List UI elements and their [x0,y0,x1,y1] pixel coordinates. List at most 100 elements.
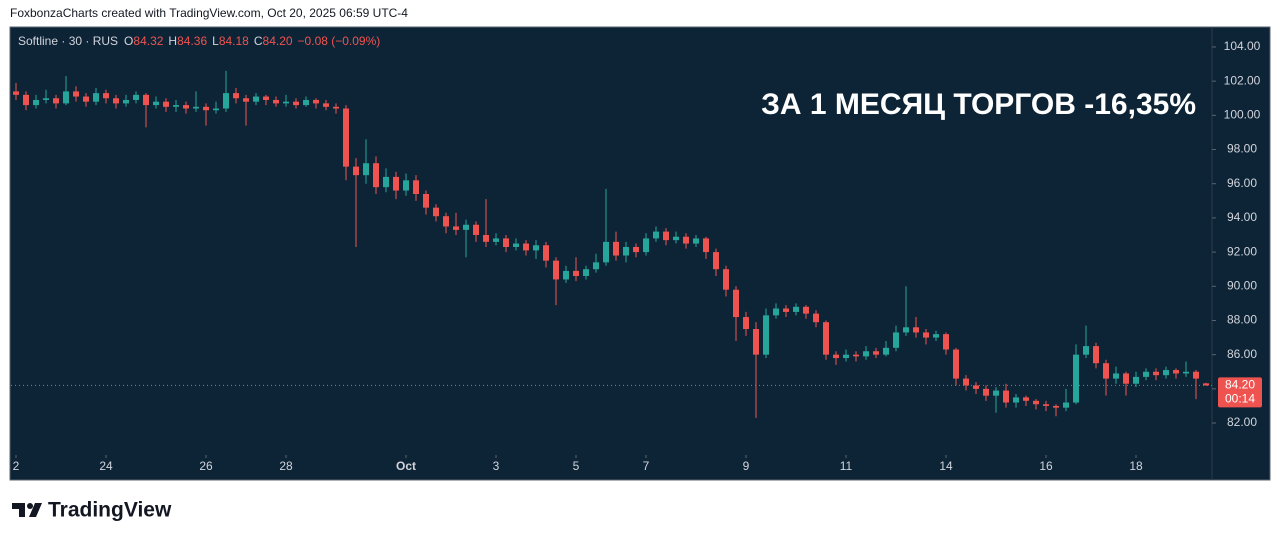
candle-body [233,93,239,99]
candle-body [1113,373,1119,379]
price-tag [1218,377,1262,408]
candle-body [33,99,39,106]
candle-body [1033,400,1039,405]
candle-body [593,262,599,270]
x-tick-label: 14 [939,459,953,473]
candle-body [13,91,19,95]
candle-body [173,105,179,107]
candle-body [993,390,999,396]
candle-body [713,252,719,270]
candle-body [703,238,709,253]
candle-body [553,260,559,280]
candle-body [483,235,489,242]
candle-body [953,349,959,379]
candle-body [263,96,269,100]
y-tick-label: 100.00 [1224,108,1261,122]
candle-body [63,91,69,104]
candle-body [143,94,149,106]
candle-body [973,385,979,389]
candle-body [333,106,339,109]
candle-body [83,96,89,102]
candle-body [463,224,469,230]
candle-body [633,246,639,253]
candle-body [963,378,969,386]
y-tick-label: 102.00 [1224,73,1261,87]
candle-body [393,176,399,191]
candle-body [533,245,539,251]
candle-body [513,243,519,247]
candle-body [1173,370,1179,374]
x-tick-label: 18 [1129,459,1143,473]
candle-body [293,101,299,106]
candle-body [353,166,359,176]
legend-open: 84.32 [133,34,163,48]
candle-body [73,91,79,97]
candle-body [253,96,259,102]
candle-body [803,306,809,314]
x-tick-label: Oct [396,459,416,473]
x-tick-label: 26 [199,459,213,473]
candle-body [943,334,949,350]
candle-body [723,269,729,290]
candle-body [773,308,779,316]
y-tick-label: 88.00 [1227,313,1257,327]
y-tick-label: 82.00 [1227,415,1257,429]
candle-body [273,99,279,104]
candle-body [113,98,119,104]
brand: TradingView [48,499,172,522]
candle-body [753,329,759,355]
header: FoxbonzaCharts created with TradingView.… [10,6,408,20]
candle-body [1073,354,1079,403]
candle-body [673,236,679,241]
candle-body [213,108,219,111]
candle-body [1003,390,1009,403]
candle-body [1023,397,1029,401]
x-tick-label: 3 [493,459,500,473]
candle-body [1133,376,1139,384]
legend-close: 84.20 [263,34,293,48]
candle-body [933,334,939,338]
candle-body [383,176,389,188]
candle-body [413,180,419,194]
candle-body [363,163,369,176]
candle-body [563,270,569,280]
legend-h: H [168,34,177,48]
candle-body [1043,404,1049,406]
candle-body [1203,383,1209,386]
candle-body [843,354,849,359]
candle-body [833,354,839,359]
y-tick-label: 98.00 [1227,142,1257,156]
x-tick-label: 7 [643,459,650,473]
candle-body [603,241,609,263]
candle-body [1153,371,1159,376]
candle-body [1013,397,1019,403]
candle-body [583,269,589,277]
candle-body [313,99,319,104]
candle-body [43,98,49,100]
candle-body [653,231,659,239]
candle-body [493,238,499,242]
candle-body [863,351,869,357]
price-tag-countdown: 00:14 [1225,392,1255,406]
candle-body [913,327,919,333]
candle-body [423,193,429,208]
candle-body [543,245,549,261]
candle-body [743,317,749,330]
y-tick-label: 96.00 [1227,176,1257,190]
candle-body [883,347,889,355]
candle-body [893,332,899,348]
legend-l: L [212,34,219,48]
candle-body [193,106,199,109]
x-tick-label: 5 [573,459,580,473]
candle-body [853,354,859,357]
legend-symbol: Softline · 30 · RUS [18,34,118,48]
candle-body [1063,402,1069,408]
candle-body [1123,373,1129,384]
candle-body [163,101,169,107]
candle-body [763,315,769,355]
candle-body [1083,346,1089,355]
candle-body [93,93,99,102]
candle-body [693,238,699,244]
